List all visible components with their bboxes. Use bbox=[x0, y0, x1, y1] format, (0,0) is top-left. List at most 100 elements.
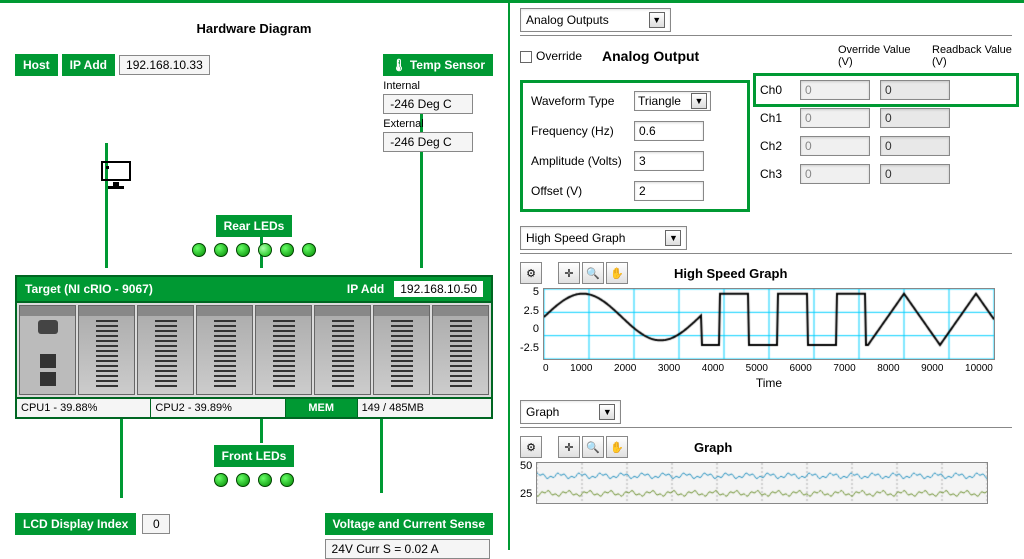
override-col-head: Override Value (V) bbox=[838, 44, 918, 68]
override-label: Override bbox=[536, 49, 582, 63]
internal-temp-value: -246 Deg C bbox=[383, 94, 473, 114]
graph-pan-button[interactable]: ✋ bbox=[606, 262, 628, 284]
channel-name: Ch2 bbox=[760, 139, 790, 153]
external-label: External bbox=[383, 118, 493, 130]
channel-name: Ch0 bbox=[760, 83, 790, 97]
rear-led bbox=[192, 243, 206, 257]
target-ip-label: IP Add bbox=[347, 282, 384, 296]
channel-row: Ch3 bbox=[760, 164, 1012, 184]
section-select-label: Graph bbox=[526, 405, 559, 419]
host-ip-value: 192.168.10.33 bbox=[119, 55, 210, 75]
override-value-input[interactable] bbox=[800, 108, 870, 128]
readback-col-head: Readback Value (V) bbox=[932, 44, 1012, 68]
chevron-down-icon: ▼ bbox=[665, 230, 681, 246]
internal-label: Internal bbox=[383, 80, 493, 92]
override-checkbox[interactable] bbox=[520, 51, 532, 63]
channel-list: Ch0 Ch1 Ch2 Ch3 bbox=[760, 74, 1012, 212]
graph-zoom-button[interactable]: 🔍 bbox=[582, 262, 604, 284]
chevron-down-icon: ▼ bbox=[649, 12, 665, 28]
amplitude-label: Amplitude (Volts) bbox=[531, 154, 626, 168]
lcd-value[interactable]: 0 bbox=[142, 514, 170, 534]
waveform-settings-box: Waveform Type Triangle ▼ Frequency (Hz) … bbox=[520, 80, 750, 212]
readback-value bbox=[880, 108, 950, 128]
frequency-label: Frequency (Hz) bbox=[531, 124, 626, 138]
target-ip-value: 192.168.10.50 bbox=[394, 281, 483, 297]
host-group: Host IP Add 192.168.10.33 bbox=[15, 54, 210, 76]
chevron-down-icon: ▼ bbox=[691, 93, 707, 109]
vcs-value: 24V Curr S = 0.02 A bbox=[325, 539, 490, 559]
rear-led bbox=[214, 243, 228, 257]
hsg-title: High Speed Graph bbox=[674, 266, 787, 281]
crio-module-slot bbox=[373, 305, 430, 395]
offset-label: Offset (V) bbox=[531, 184, 626, 198]
front-leds-label: Front LEDs bbox=[214, 445, 295, 467]
readback-value bbox=[880, 136, 950, 156]
crio-controller-slot bbox=[19, 305, 76, 395]
mem-stat: 149 / 485MB bbox=[358, 399, 491, 417]
channel-name: Ch1 bbox=[760, 111, 790, 125]
front-led bbox=[280, 473, 294, 487]
chevron-down-icon: ▼ bbox=[599, 404, 615, 420]
graph-canvas[interactable] bbox=[536, 462, 988, 504]
hardware-diagram-panel: Hardware Diagram Host IP Add 192.168.10.… bbox=[0, 3, 510, 550]
lcd-group: LCD Display Index 0 bbox=[15, 513, 170, 535]
readback-value bbox=[880, 164, 950, 184]
section-select-label: Analog Outputs bbox=[526, 13, 609, 27]
graph-zoom-button[interactable]: 🔍 bbox=[582, 436, 604, 458]
crio-module-slot bbox=[255, 305, 312, 395]
override-value-input[interactable] bbox=[800, 136, 870, 156]
rear-led-row bbox=[15, 243, 493, 257]
frequency-input[interactable] bbox=[634, 121, 704, 141]
section-select-analog[interactable]: Analog Outputs ▼ bbox=[520, 8, 671, 32]
channel-row: Ch1 bbox=[760, 108, 1012, 128]
crio-module-slot bbox=[78, 305, 135, 395]
right-panel: Analog Outputs ▼ Override Analog Output … bbox=[510, 3, 1022, 550]
host-label: Host bbox=[15, 54, 58, 76]
hsg-xlabel: Time bbox=[543, 376, 995, 390]
override-value-input[interactable] bbox=[800, 80, 870, 100]
section-select-graph[interactable]: Graph ▼ bbox=[520, 400, 621, 424]
crio-module-slot bbox=[432, 305, 489, 395]
front-led bbox=[214, 473, 228, 487]
mem-label: MEM bbox=[286, 399, 358, 417]
host-monitor-icon bbox=[100, 160, 493, 195]
crio-module-slot bbox=[196, 305, 253, 395]
front-led bbox=[258, 473, 272, 487]
section-select-hsg[interactable]: High Speed Graph ▼ bbox=[520, 226, 687, 250]
front-led bbox=[236, 473, 250, 487]
cpu2-stat: CPU2 - 39.89% bbox=[151, 399, 285, 417]
amplitude-input[interactable] bbox=[634, 151, 704, 171]
section-select-label: High Speed Graph bbox=[526, 231, 625, 245]
graph-pan-button[interactable]: ✋ bbox=[606, 436, 628, 458]
crio-module-slot bbox=[137, 305, 194, 395]
vcs-label: Voltage and Current Sense bbox=[325, 513, 493, 535]
offset-input[interactable] bbox=[634, 181, 704, 201]
rear-led bbox=[236, 243, 250, 257]
hardware-diagram-title: Hardware Diagram bbox=[15, 21, 493, 36]
crio-header: Target (NI cRIO - 9067) IP Add 192.168.1… bbox=[15, 275, 493, 303]
front-led-row bbox=[15, 473, 493, 487]
rear-led bbox=[280, 243, 294, 257]
graph-config-button[interactable]: ⚙ bbox=[520, 436, 542, 458]
channel-row: Ch0 bbox=[756, 76, 1016, 104]
graph-cursor-button[interactable]: ✛ bbox=[558, 262, 580, 284]
rear-led bbox=[258, 243, 272, 257]
crio-module-slot bbox=[314, 305, 371, 395]
high-speed-graph-canvas[interactable] bbox=[543, 288, 995, 360]
channel-row: Ch2 bbox=[760, 136, 1012, 156]
temp-sensor-label: 🌡 Temp Sensor bbox=[383, 54, 493, 76]
waveform-type-label: Waveform Type bbox=[531, 94, 626, 108]
analog-output-title: Analog Output bbox=[602, 48, 699, 64]
rear-led bbox=[302, 243, 316, 257]
ip-label: IP Add bbox=[62, 54, 115, 76]
cpu1-stat: CPU1 - 39.88% bbox=[17, 399, 151, 417]
waveform-type-select[interactable]: Triangle ▼ bbox=[634, 91, 711, 111]
vcs-group: Voltage and Current Sense 24V Curr S = 0… bbox=[325, 513, 493, 559]
lcd-label: LCD Display Index bbox=[15, 513, 136, 535]
graph-config-button[interactable]: ⚙ bbox=[520, 262, 542, 284]
graph2-title: Graph bbox=[694, 440, 732, 455]
external-temp-value: -246 Deg C bbox=[383, 132, 473, 152]
graph-cursor-button[interactable]: ✛ bbox=[558, 436, 580, 458]
override-value-input[interactable] bbox=[800, 164, 870, 184]
readback-value bbox=[880, 80, 950, 100]
